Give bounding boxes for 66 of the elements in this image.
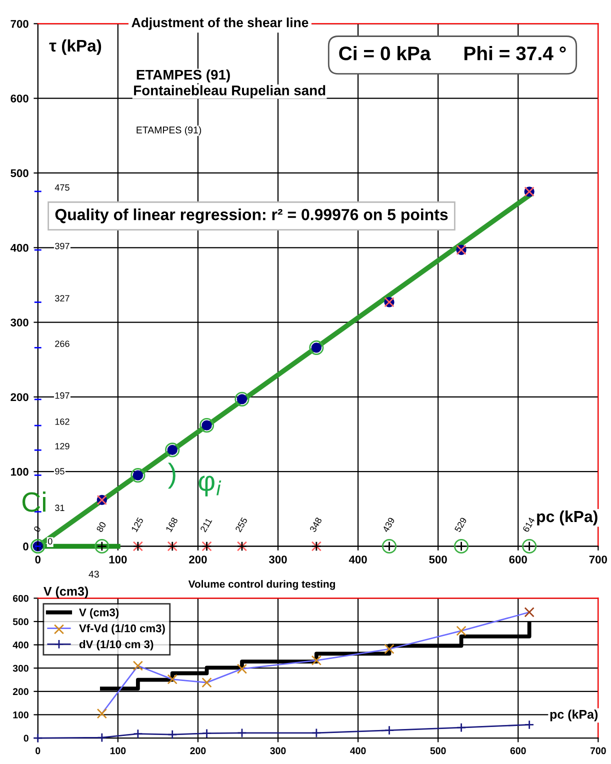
y-tick-label: 400 bbox=[10, 244, 28, 252]
annotation: Fontainebleau Rupelian sand bbox=[134, 85, 326, 98]
annotation: 397 bbox=[55, 242, 70, 250]
annotation: 614 bbox=[522, 516, 536, 532]
x-tick-label: 400 bbox=[350, 747, 366, 754]
annotation: ETAMPES (91) bbox=[136, 69, 230, 82]
annotation: 255 bbox=[235, 516, 248, 532]
annotation: ETAMPES (91) bbox=[136, 126, 202, 136]
annotation: 529 bbox=[454, 516, 467, 533]
x-axis-title: pc (kPa) bbox=[550, 710, 598, 722]
x-tick-label: 400 bbox=[348, 556, 367, 564]
legend-label: V (cm3) bbox=[79, 608, 119, 619]
x-axis-title: pc (kPa) bbox=[537, 510, 598, 526]
annotation: Quality of linear regression: r² = 0.99976 on 5 points bbox=[55, 208, 448, 224]
legend-label: Vf-Vd (1/10 cm3) bbox=[79, 624, 165, 634]
y-axis-title: τ (kPa) bbox=[49, 39, 102, 55]
annotation: 327 bbox=[55, 295, 70, 302]
annotation: 197 bbox=[55, 392, 70, 399]
y-tick-label: 300 bbox=[12, 664, 28, 672]
annotation: 125 bbox=[131, 516, 144, 532]
x-tick-label: 500 bbox=[430, 747, 446, 754]
text: 43 bbox=[88, 570, 99, 578]
y-tick-label: 600 bbox=[10, 94, 28, 102]
annotation: 31 bbox=[55, 504, 64, 512]
annotation: Ci = 0 kPa Phi = 37.4 ° bbox=[339, 46, 566, 60]
y-tick-label: 100 bbox=[11, 468, 28, 476]
y-tick-label: 200 bbox=[12, 688, 28, 696]
annotation: 0 bbox=[48, 538, 52, 545]
x-tick-label: 100 bbox=[110, 747, 126, 754]
x-tick-label: 500 bbox=[429, 556, 447, 564]
x-tick-label: 200 bbox=[190, 747, 206, 754]
chart-title: Volume control during testing bbox=[188, 580, 335, 590]
annotation: 129 bbox=[55, 443, 70, 450]
annotation: 211 bbox=[200, 518, 212, 532]
annotation: 95 bbox=[55, 468, 64, 474]
y-tick-label: 0 bbox=[24, 734, 28, 742]
y-tick-label: 600 bbox=[12, 594, 28, 602]
annotation: 168 bbox=[165, 516, 178, 532]
y-tick-label: 0 bbox=[23, 542, 28, 550]
x-tick-label: 600 bbox=[509, 556, 527, 564]
y-tick-label: 100 bbox=[13, 711, 28, 718]
x-tick-label: 700 bbox=[589, 556, 607, 564]
y-tick-label: 500 bbox=[10, 169, 28, 178]
chart-title: Adjustment of the shear line bbox=[132, 18, 308, 30]
annotation: 475 bbox=[54, 184, 70, 191]
legend-label: dV (1/10 cm 3) bbox=[79, 640, 154, 650]
y-tick-label: 200 bbox=[10, 393, 28, 402]
annotation: 80 bbox=[96, 521, 106, 533]
x-tick-label: 300 bbox=[270, 747, 286, 754]
y-tick-label: 700 bbox=[10, 20, 28, 28]
annotation: φ$_{i}$ bbox=[198, 476, 222, 496]
x-tick-label: 300 bbox=[268, 556, 287, 564]
annotation: 439 bbox=[382, 516, 395, 533]
x-tick-label: 0 bbox=[36, 747, 40, 754]
x-tick-label: 700 bbox=[590, 747, 606, 754]
y-tick-label: 300 bbox=[10, 318, 28, 326]
x-tick-label: 100 bbox=[109, 556, 127, 564]
annotation: 162 bbox=[55, 418, 70, 425]
x-tick-label: 600 bbox=[510, 747, 526, 754]
annotation: 266 bbox=[55, 340, 70, 347]
x-tick-label: 200 bbox=[189, 556, 207, 564]
annotation: 348 bbox=[309, 516, 322, 533]
y-tick-label: 500 bbox=[12, 618, 28, 626]
x-tick-label: 0 bbox=[35, 556, 41, 564]
y-tick-label: 400 bbox=[12, 642, 28, 648]
y-axis-title: V (cm3) bbox=[44, 586, 88, 598]
